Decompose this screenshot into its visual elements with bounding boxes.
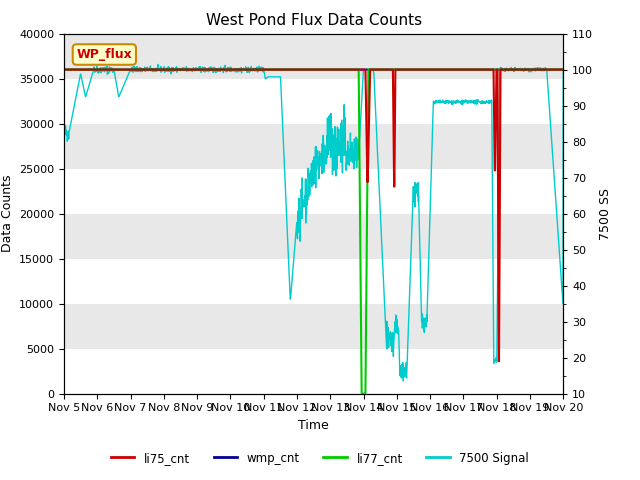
- Bar: [64, 123, 563, 168]
- Legend: li75_cnt, wmp_cnt, li77_cnt, 7500 Signal: li75_cnt, wmp_cnt, li77_cnt, 7500 Signal: [106, 447, 534, 469]
- Bar: [64, 303, 563, 348]
- Y-axis label: Data Counts: Data Counts: [1, 175, 13, 252]
- X-axis label: Time: Time: [298, 419, 329, 432]
- Bar: [64, 79, 563, 123]
- Bar: [64, 348, 563, 394]
- Bar: [64, 259, 563, 303]
- Bar: [64, 34, 563, 79]
- Bar: [64, 214, 563, 259]
- Text: WP_flux: WP_flux: [77, 48, 132, 61]
- Bar: [64, 168, 563, 214]
- Y-axis label: 7500 SS: 7500 SS: [599, 188, 612, 240]
- Title: West Pond Flux Data Counts: West Pond Flux Data Counts: [205, 13, 422, 28]
